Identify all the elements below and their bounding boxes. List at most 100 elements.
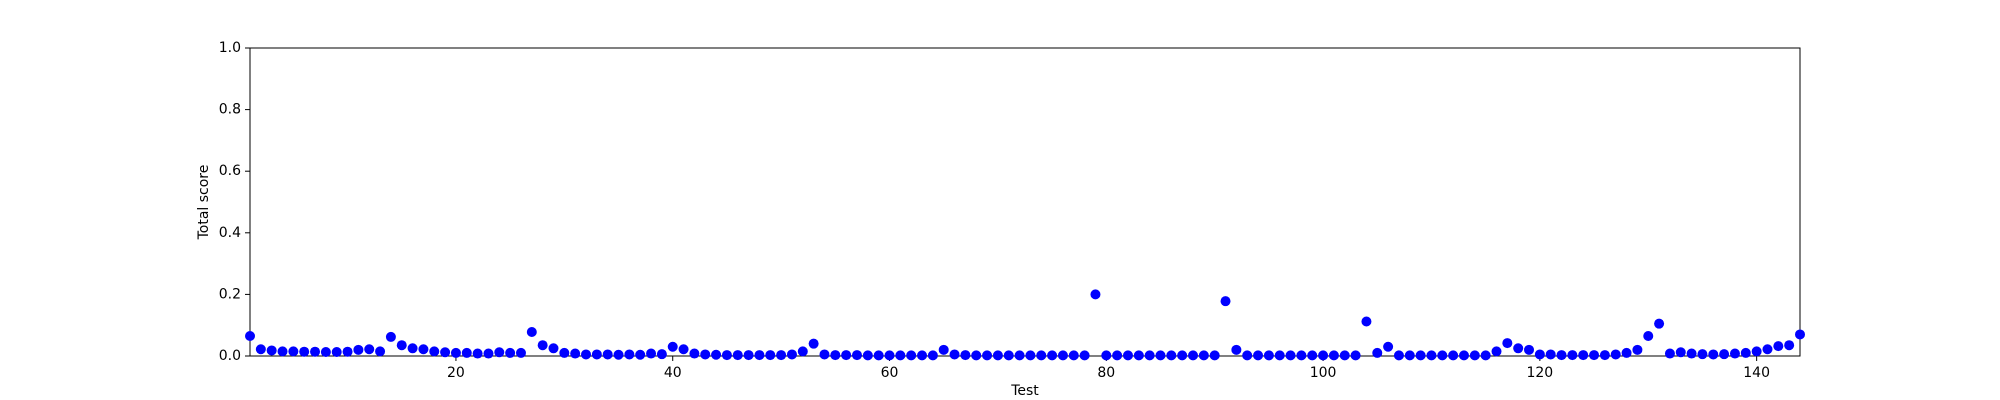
point — [1719, 349, 1730, 360]
point — [1578, 350, 1589, 361]
point — [927, 350, 938, 361]
point — [1361, 316, 1372, 327]
x-axis-label: Test — [1010, 383, 1039, 399]
point — [1599, 350, 1610, 361]
point — [1708, 349, 1719, 360]
point — [917, 350, 928, 361]
point — [786, 349, 797, 360]
point — [602, 349, 613, 360]
point — [841, 350, 852, 361]
point — [1339, 350, 1350, 361]
point — [331, 346, 342, 357]
point — [721, 350, 732, 361]
point — [385, 331, 396, 342]
y-axis-label: Total score — [196, 165, 212, 241]
x-tick-label: 20 — [447, 365, 465, 381]
point — [1729, 348, 1740, 359]
point — [461, 347, 472, 358]
point — [255, 344, 266, 355]
point — [938, 344, 949, 355]
point — [667, 341, 678, 352]
point — [450, 347, 461, 358]
point — [1751, 346, 1762, 357]
y-tick-label: 0.0 — [219, 348, 241, 364]
point — [1762, 344, 1773, 355]
point — [1448, 350, 1459, 361]
point — [1318, 350, 1329, 361]
point — [711, 349, 722, 360]
point — [1643, 330, 1654, 341]
point — [1675, 347, 1686, 358]
point — [1177, 350, 1188, 361]
point — [1057, 350, 1068, 361]
point — [1621, 347, 1632, 358]
point — [906, 350, 917, 361]
point — [1090, 289, 1101, 300]
point — [407, 343, 418, 354]
point — [1524, 344, 1535, 355]
y-tick-label: 0.6 — [219, 163, 241, 179]
x-tick-label: 80 — [1097, 365, 1115, 381]
point — [1686, 348, 1697, 359]
point — [364, 344, 375, 355]
point — [1513, 343, 1524, 354]
point — [1795, 329, 1805, 340]
point — [1242, 350, 1253, 361]
point — [277, 346, 288, 357]
x-tick-label: 100 — [1310, 365, 1337, 381]
point — [483, 348, 494, 359]
point — [656, 349, 667, 360]
point — [1079, 350, 1090, 361]
point — [537, 340, 548, 351]
y-tick-label: 0.4 — [219, 225, 241, 241]
point — [635, 349, 646, 360]
point — [1491, 346, 1502, 357]
point — [851, 350, 862, 361]
point — [895, 350, 906, 361]
point — [1133, 350, 1144, 361]
point — [1014, 350, 1025, 361]
point — [1209, 350, 1220, 361]
point — [310, 346, 321, 357]
point — [515, 347, 526, 358]
point — [288, 346, 299, 357]
point — [1589, 350, 1600, 361]
point — [559, 347, 570, 358]
point — [1328, 350, 1339, 361]
point — [732, 350, 743, 361]
point — [1740, 347, 1751, 358]
point — [1469, 350, 1480, 361]
point — [678, 344, 689, 355]
point — [1047, 350, 1058, 361]
point — [700, 349, 711, 360]
point — [1274, 350, 1285, 361]
point — [1122, 350, 1133, 361]
point — [873, 350, 884, 361]
point — [949, 349, 960, 360]
x-tick-label: 140 — [1743, 365, 1770, 381]
point — [971, 350, 982, 361]
point — [266, 345, 277, 356]
point — [1632, 344, 1643, 355]
point — [1025, 350, 1036, 361]
point — [299, 346, 310, 357]
y-tick-label: 1.0 — [219, 40, 241, 56]
point — [1654, 318, 1665, 329]
point — [440, 347, 451, 358]
point — [862, 350, 873, 361]
point — [1296, 350, 1307, 361]
point — [1458, 350, 1469, 361]
point — [396, 340, 407, 351]
point — [1567, 350, 1578, 361]
point — [472, 348, 483, 359]
point — [960, 350, 971, 361]
point — [526, 326, 537, 337]
point — [808, 338, 819, 349]
point — [992, 350, 1003, 361]
point — [1253, 350, 1264, 361]
point — [1036, 350, 1047, 361]
point — [1784, 340, 1795, 351]
point — [429, 346, 440, 357]
x-tick-label: 40 — [664, 365, 682, 381]
